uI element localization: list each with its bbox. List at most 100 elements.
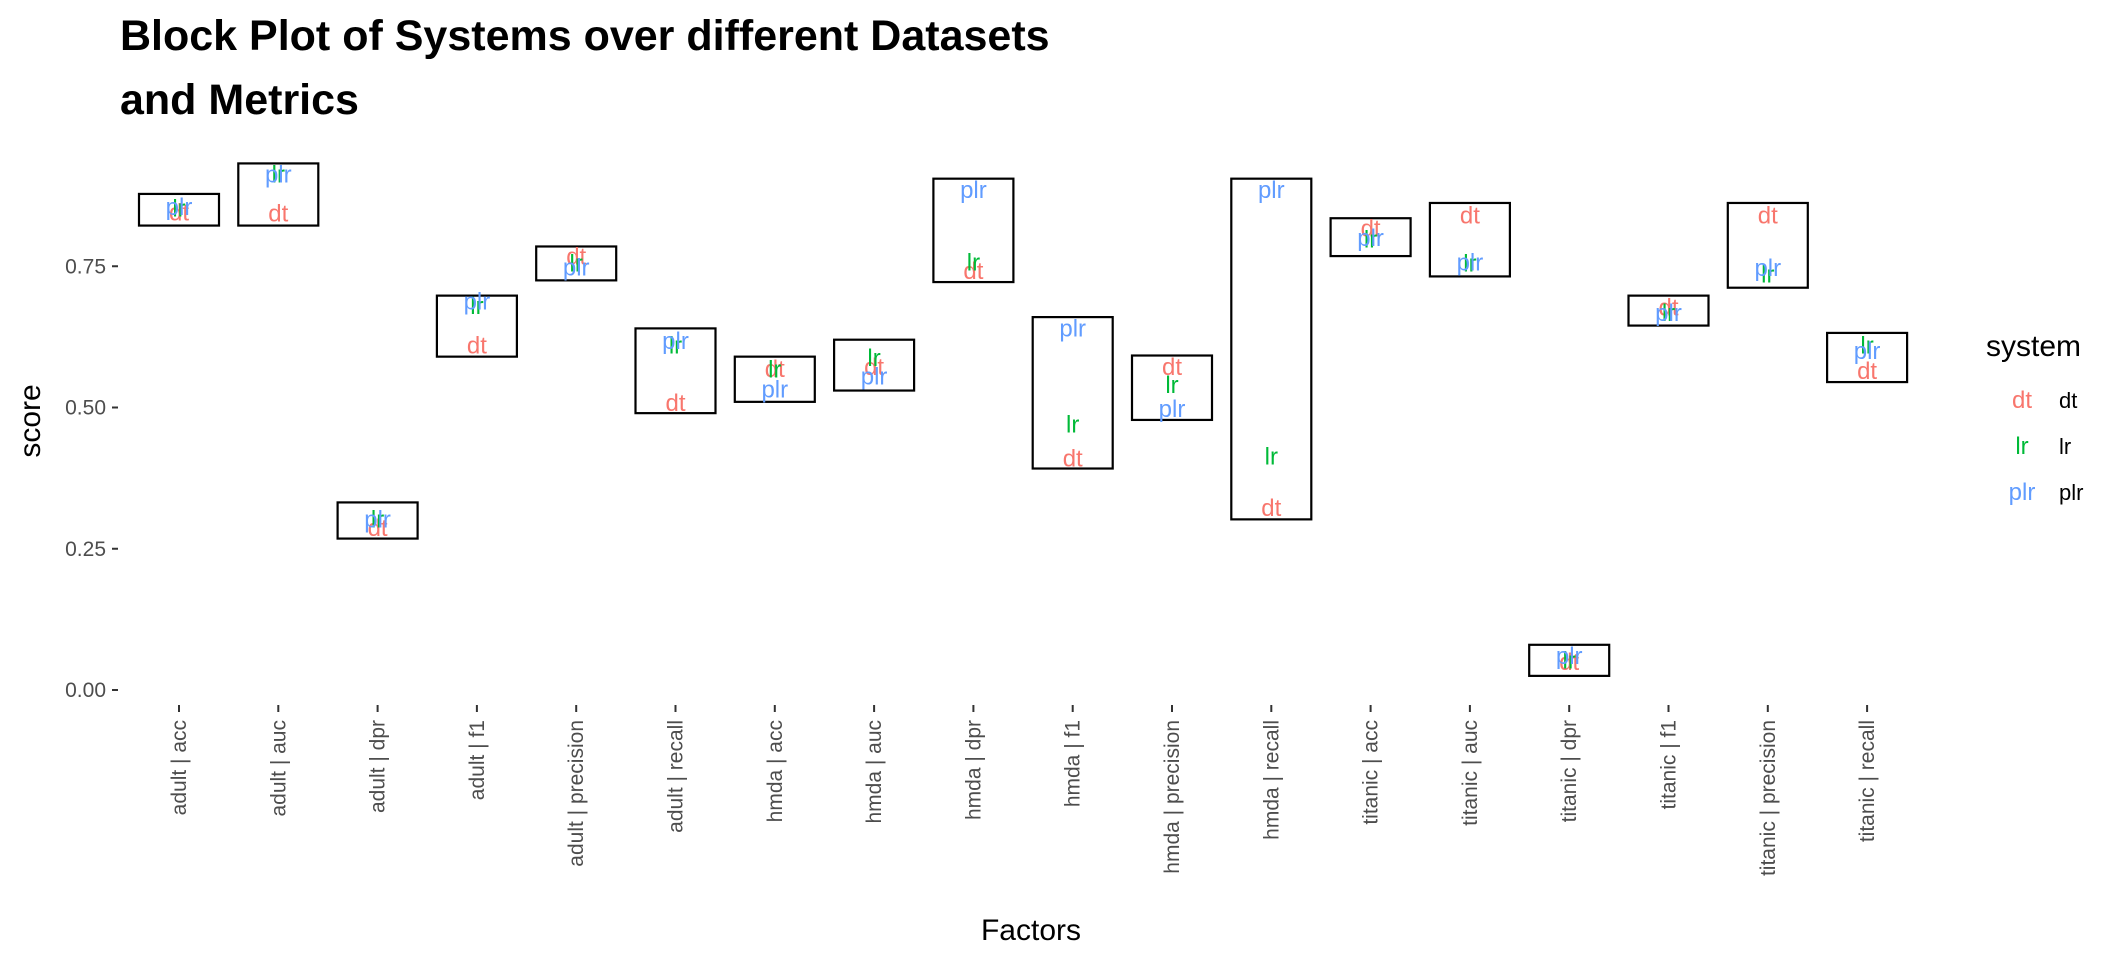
y-tick-label: 0.75 [65, 255, 106, 278]
block-rect [1825, 331, 1909, 384]
point-label-dt: dt [1261, 495, 1281, 522]
point-label-lr: lr [172, 196, 185, 223]
x-tick-label: adult | acc [168, 720, 191, 815]
x-tick-label: titanic | dpr [1558, 720, 1581, 822]
point-label-plr: plr [1357, 225, 1384, 252]
x-tick-label: adult | dpr [367, 720, 390, 813]
point-label-dt: dt [963, 258, 983, 285]
legend-key-lr: lr [2015, 433, 2028, 460]
point-label-plr: plr [1854, 338, 1881, 365]
point-label-plr: plr [662, 328, 689, 355]
block-rect [932, 177, 1015, 284]
point-label-plr: plr [861, 363, 888, 390]
x-tick-label: titanic | acc [1360, 720, 1383, 825]
block-rect [1428, 201, 1512, 278]
chart-title: Block Plot of Systems over different Dat… [120, 12, 1050, 124]
legend-title: system [1986, 330, 2081, 363]
block-rect [336, 501, 419, 540]
point-label-lr: lr [1563, 648, 1576, 675]
x-tick-label: hmda | recall [1260, 720, 1283, 840]
x-tick-label: hmda | acc [764, 720, 787, 822]
x-tick-label: hmda | auc [863, 720, 886, 824]
x-tick-label: titanic | f1 [1658, 720, 1681, 810]
blocks [137, 162, 1909, 677]
point-label-dt: dt [169, 200, 189, 227]
point-label-lr: lr [1265, 444, 1278, 471]
x-tick-label: adult | precision [565, 720, 588, 867]
point-label-lr: lr [1165, 372, 1178, 399]
point-label-dt: dt [665, 390, 685, 417]
block-rect [634, 327, 717, 415]
point-label-plr: plr [1059, 315, 1086, 342]
point-label-dt: dt [1063, 445, 1083, 472]
block-rect [832, 338, 916, 392]
point-label-lr: lr [570, 250, 583, 277]
point-label-dt: dt [765, 356, 785, 383]
point-label-lr: lr [272, 162, 285, 189]
legend-label-plr: plr [2059, 480, 2083, 505]
point-label-plr: plr [960, 177, 987, 204]
point-label-plr: plr [1159, 396, 1186, 423]
point-label-dt: dt [368, 515, 388, 542]
block-rect [1726, 201, 1809, 289]
point-label-lr: lr [1662, 300, 1675, 327]
point-label-dt: dt [1460, 202, 1480, 229]
legend-key-dt: dt [2012, 387, 2032, 414]
block-rect [1130, 354, 1214, 422]
x-tick-label: adult | auc [267, 720, 290, 817]
point-label-plr: plr [1556, 643, 1583, 670]
block-rect [1031, 316, 1114, 470]
point-label-lr: lr [371, 506, 384, 533]
y-tick-label: 0.00 [65, 679, 106, 702]
point-label-lr: lr [1463, 250, 1476, 277]
point-label-plr: plr [761, 376, 788, 403]
point-label-plr: plr [1655, 300, 1682, 327]
block-rect [1329, 217, 1412, 258]
legend-label-dt: dt [2059, 388, 2077, 413]
point-label-lr: lr [1860, 332, 1873, 359]
point-label-lr: lr [1066, 411, 1079, 438]
point-label-plr: plr [1457, 249, 1484, 276]
block-rect [535, 245, 618, 282]
point-label-dt: dt [864, 354, 884, 381]
point-label-lr: lr [967, 249, 980, 276]
point-label-plr: plr [464, 288, 491, 315]
legend-key-plr: plr [2009, 479, 2036, 506]
block-rect [733, 355, 816, 403]
y-tick-label: 0.50 [65, 397, 106, 420]
y-tick-label: 0.25 [65, 538, 106, 561]
legend-label-lr: lr [2059, 434, 2071, 459]
point-label-plr: plr [166, 194, 193, 221]
point-label-dt: dt [1559, 649, 1579, 676]
point-label-dt: dt [1162, 354, 1182, 381]
x-tick-label: titanic | auc [1459, 720, 1482, 826]
point-label-plr: plr [1754, 255, 1781, 282]
point-label-dt: dt [1758, 202, 1778, 229]
x-tick-label: titanic | precision [1757, 720, 1780, 876]
x-axis-title: Factors [981, 914, 1081, 947]
point-label-dt: dt [1857, 358, 1877, 385]
point-label-dt: dt [1361, 215, 1381, 242]
y-axis-title: score [14, 384, 47, 457]
block-rect [1230, 177, 1313, 521]
x-tick-label: titanic | recall [1856, 720, 1879, 842]
block-rect [1627, 294, 1710, 327]
point-label-lr: lr [768, 357, 781, 384]
point-label-plr: plr [1258, 177, 1285, 204]
point-label-dt: dt [268, 201, 288, 228]
block-rect [137, 192, 221, 227]
y-axis: 0.00 0.25 0.50 0.75 [65, 255, 118, 702]
x-tick-label: adult | f1 [466, 720, 489, 800]
point-label-plr: plr [563, 254, 590, 281]
block-rect [1528, 643, 1611, 677]
x-axis: adult | acc adult | auc adult | dpr adult |… [168, 705, 1879, 876]
point-label-dt: dt [1658, 294, 1678, 321]
point-label-lr: lr [1364, 227, 1377, 254]
point-label-plr: plr [265, 162, 292, 189]
point-label-lr: lr [669, 332, 682, 359]
point-label-dt: dt [467, 332, 487, 359]
point-label-lr: lr [470, 293, 483, 320]
